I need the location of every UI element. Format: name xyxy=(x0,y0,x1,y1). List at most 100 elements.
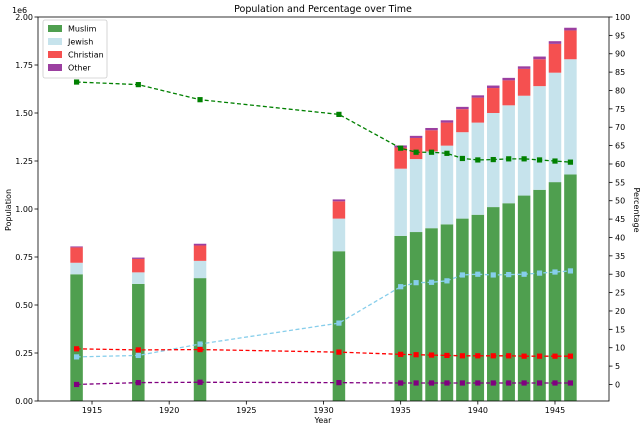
x-axis-label: Year xyxy=(314,416,333,425)
point-muslim-1939 xyxy=(459,155,465,162)
point-christian-1931 xyxy=(336,349,342,355)
bar-christian-1939 xyxy=(456,109,469,133)
point-muslim-1940 xyxy=(475,157,481,163)
point-christian-1940 xyxy=(475,353,481,359)
legend-swatch-muslim xyxy=(48,25,62,32)
y2-tick-label-45: 45 xyxy=(615,215,625,224)
x-tick-label-1930: 1930 xyxy=(313,406,333,415)
point-jewish-1935 xyxy=(398,284,404,290)
bar-other-1938 xyxy=(440,120,454,123)
point-christian-1918 xyxy=(135,347,141,353)
y-tick-label-7: 1.75 xyxy=(15,61,33,70)
bar-muslim-1943 xyxy=(517,195,531,401)
bar-jewish-1914 xyxy=(70,262,83,275)
point-other-1918 xyxy=(135,380,141,386)
y2-tick-label-75: 75 xyxy=(615,105,625,114)
legend-swatch-christian xyxy=(48,51,62,58)
point-jewish-1944 xyxy=(536,270,543,276)
bar-jewish-1938 xyxy=(440,145,454,225)
bar-jewish-1939 xyxy=(456,132,469,219)
point-muslim-1938 xyxy=(444,150,450,156)
bar-muslim-1931 xyxy=(332,251,346,401)
bar-christian-1935 xyxy=(394,147,407,169)
point-other-1931 xyxy=(336,380,342,386)
bar-christian-1914 xyxy=(70,247,83,263)
bar-other-1941 xyxy=(487,85,500,89)
lines-layer xyxy=(73,79,574,388)
point-other-1922 xyxy=(197,379,203,385)
point-muslim-1936 xyxy=(413,149,419,155)
line-muslim-percentage xyxy=(76,81,571,163)
point-jewish-1945 xyxy=(552,269,558,275)
point-christian-1922 xyxy=(197,346,203,353)
bar-muslim-1914 xyxy=(70,274,83,401)
point-other-1942 xyxy=(506,380,512,386)
point-christian-1943 xyxy=(521,353,527,359)
bar-muslim-1940 xyxy=(471,214,485,401)
y2-tick-label-5: 5 xyxy=(615,362,620,371)
bar-jewish-1922 xyxy=(193,260,207,279)
y-tick-label-8: 2.00 xyxy=(15,13,33,22)
point-christian-1941 xyxy=(490,353,496,359)
y2-tick-label-85: 85 xyxy=(615,68,625,77)
x-tick-label-1925: 1925 xyxy=(236,406,256,415)
y2-tick-label-95: 95 xyxy=(615,31,625,40)
chart-title: Population and Percentage over Time xyxy=(234,4,412,15)
point-christian-1946 xyxy=(567,353,574,359)
point-jewish-1922 xyxy=(197,341,203,347)
y2-tick-label-25: 25 xyxy=(615,289,625,298)
legend-box xyxy=(42,19,108,79)
bar-jewish-1942 xyxy=(502,105,515,204)
bar-christian-1941 xyxy=(487,88,500,113)
y2-tick-label-40: 40 xyxy=(615,233,625,242)
point-jewish-1940 xyxy=(475,271,481,277)
y-tick-label-2: 0.50 xyxy=(15,301,33,310)
y2-tick-label-30: 30 xyxy=(615,270,625,279)
point-muslim-1942 xyxy=(506,156,512,162)
y2-tick-label-10: 10 xyxy=(615,344,625,353)
point-muslim-1945 xyxy=(552,158,558,164)
y-tick-label-0: 0.00 xyxy=(15,397,33,406)
legend: Muslim Jewish Christian Other xyxy=(42,19,108,79)
point-other-1941 xyxy=(490,380,496,386)
bar-muslim-1937 xyxy=(425,228,438,401)
point-jewish-1946 xyxy=(567,268,574,274)
point-other-1939 xyxy=(459,380,465,386)
bar-jewish-1935 xyxy=(394,168,407,236)
x-tick-label-1940: 1940 xyxy=(468,406,488,415)
point-jewish-1942 xyxy=(506,271,512,278)
point-jewish-1937 xyxy=(428,279,435,285)
bar-other-1918 xyxy=(132,257,145,259)
y-tick-label-4: 1.00 xyxy=(15,205,33,214)
point-jewish-1939 xyxy=(459,272,465,278)
point-jewish-1918 xyxy=(135,352,141,359)
bar-jewish-1945 xyxy=(548,72,562,183)
point-jewish-1941 xyxy=(490,272,496,278)
y2-tick-label-15: 15 xyxy=(615,325,625,334)
bar-other-1914 xyxy=(70,246,83,248)
y2-tick-label-20: 20 xyxy=(615,307,625,316)
bar-christian-1942 xyxy=(502,80,515,106)
point-christian-1936 xyxy=(413,352,419,358)
point-jewish-1914 xyxy=(73,354,80,360)
point-muslim-1944 xyxy=(536,157,543,163)
bar-muslim-1944 xyxy=(533,189,546,401)
point-christian-1939 xyxy=(459,353,465,359)
point-muslim-1937 xyxy=(428,149,435,155)
bar-jewish-1918 xyxy=(132,272,145,284)
bar-christian-1931 xyxy=(332,201,346,219)
bar-other-1939 xyxy=(456,106,469,110)
bar-other-1931 xyxy=(332,199,346,202)
x-tick-label-1915: 1915 xyxy=(82,406,102,415)
point-other-1940 xyxy=(475,380,481,386)
y2-tick-label-90: 90 xyxy=(615,50,625,59)
bar-jewish-1946 xyxy=(564,59,577,175)
bar-muslim-1939 xyxy=(456,218,469,401)
line-jewish-percentage xyxy=(76,270,571,358)
y-axis-label: Population xyxy=(4,189,13,231)
point-other-1936 xyxy=(413,380,419,386)
legend-label-jewish: Jewish xyxy=(67,38,93,47)
bar-jewish-1937 xyxy=(425,151,438,229)
point-muslim-1914 xyxy=(73,79,80,85)
